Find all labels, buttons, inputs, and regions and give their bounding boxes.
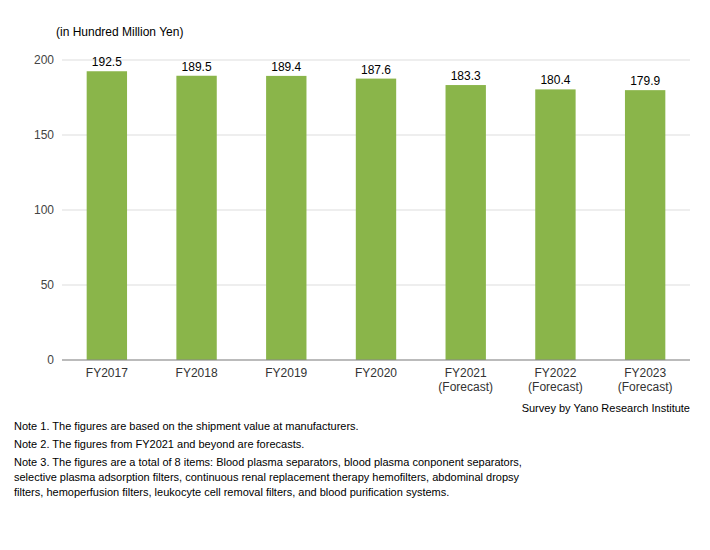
bar [446,85,486,360]
bar [266,76,306,360]
y-tick-label: 50 [41,278,55,292]
x-tick-label: FY2023(Forecast) [618,366,673,394]
bar [625,90,665,360]
data-label: 179.9 [630,74,660,88]
x-tick-label: FY2022(Forecast) [528,366,583,394]
x-tick-label: FY2018 [176,366,218,380]
annotation: Note 3. The figures are a total of 8 ite… [14,456,522,498]
grid-line [62,360,690,361]
annotation: Note 2. The figures from FY2021 and beyo… [14,438,304,450]
y-axis-label: (in Hundred Million Yen) [56,25,183,39]
data-label: 192.5 [92,55,122,69]
bars [87,71,666,360]
annotation: Note 1. The figures are based on the shi… [14,420,359,432]
x-tick-label: FY2020 [355,366,397,380]
data-label: 183.3 [451,69,481,83]
chart: 0 50 100 150 200 192.5 189.5 189.4 187.6 183.3 180… [0,0,710,550]
bar [535,89,575,360]
data-label: 180.4 [540,73,570,87]
x-axis-line [62,360,690,361]
y-tick-label: 100 [34,203,54,217]
y-tick-label: 150 [34,128,54,142]
data-label: 187.6 [361,63,391,77]
bar [87,71,127,360]
data-label: 189.5 [182,60,212,74]
grid-line [62,60,690,61]
bar [356,79,396,360]
x-tick-label: FY2017 [86,366,128,380]
grid [62,60,690,360]
y-tick-label: 200 [34,53,54,67]
annotation: Survey by Yano Research Institute [522,402,690,414]
data-label: 189.4 [271,60,301,74]
x-tick-label: FY2019 [265,366,307,380]
x-tick-label: FY2021(Forecast) [438,366,493,394]
y-tick-label: 0 [47,353,54,367]
bar [176,76,216,360]
